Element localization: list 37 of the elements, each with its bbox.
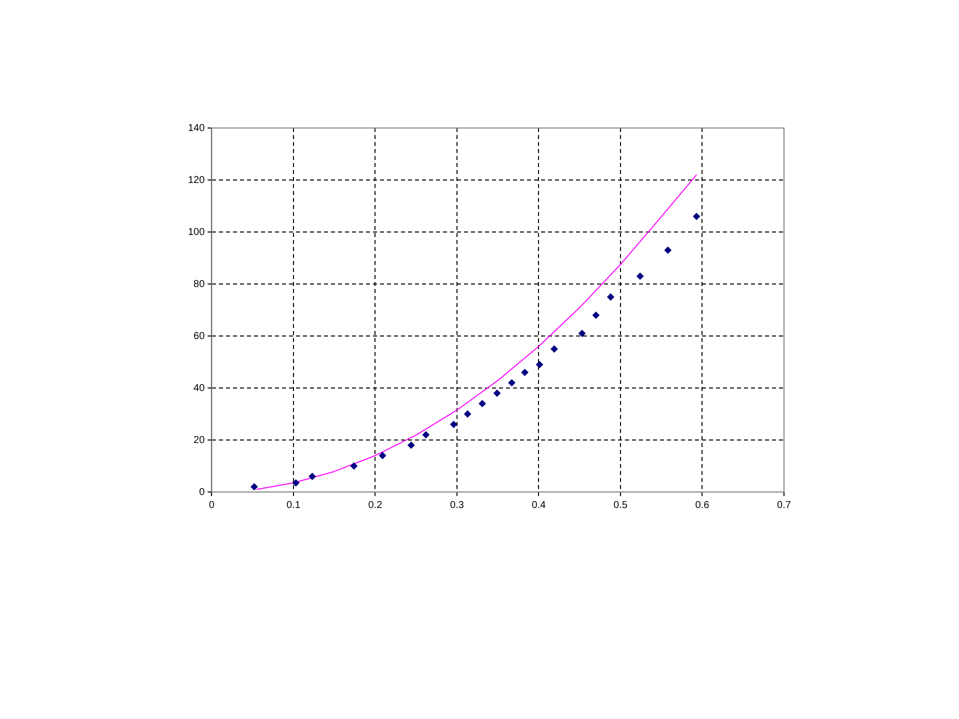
point [379,452,386,460]
point [636,272,644,280]
point [250,483,258,490]
point [422,431,430,438]
y-tick-label: 60 [194,330,206,342]
point [607,294,614,300]
point [578,330,586,337]
y-tick-label: 100 [188,226,206,238]
point [450,420,458,428]
y-tick-label: 40 [194,382,206,394]
point [550,346,558,352]
point [508,379,516,386]
point [494,390,501,397]
point [478,400,486,408]
point [464,410,472,418]
point [536,361,544,368]
x-tick-label: 0.6 [695,500,710,511]
x-tick-label: 0.1 [286,500,301,511]
x-tick-label: 0.3 [450,500,464,511]
x-tick-label: 0.2 [368,500,383,511]
point [408,442,415,449]
x-tick-label: 0 [208,500,215,511]
x-tick-label: 0.7 [777,500,792,511]
point [693,212,700,220]
point [664,246,672,254]
y-tick-label: 20 [194,434,206,446]
point [308,472,316,480]
point [592,312,600,319]
y-tick-label: 120 [188,174,206,186]
x-tick-label: 0.5 [614,500,628,511]
y-tick-label: 0 [199,486,206,498]
y-tick-label: 80 [194,278,206,290]
point [521,368,528,376]
point [292,479,300,486]
y-tick-label: 140 [188,122,206,134]
x-tick-label: 0.4 [532,500,546,511]
point [350,462,358,470]
